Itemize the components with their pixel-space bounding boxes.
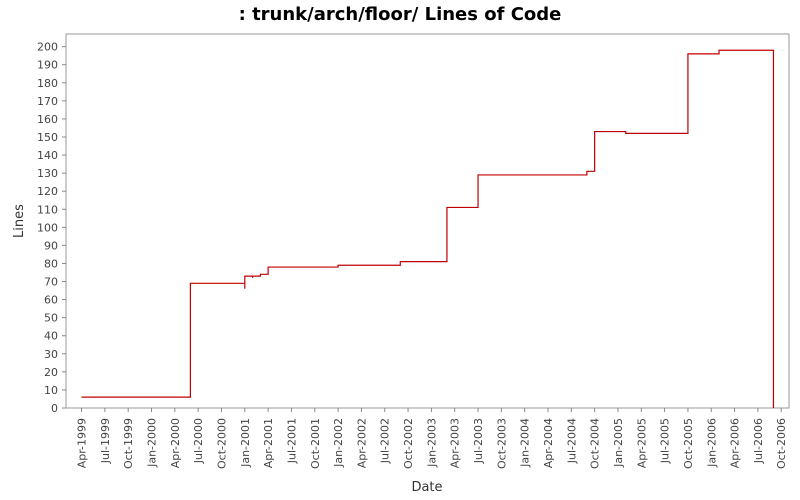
- x-tick-label: Apr-2003: [449, 418, 462, 468]
- y-tick-label: 10: [44, 384, 58, 397]
- y-tick-label: 170: [37, 95, 58, 108]
- x-tick-label: Jan-2005: [612, 418, 625, 468]
- x-tick-label: Oct-2004: [589, 418, 602, 469]
- x-tick-label: Apr-1999: [76, 418, 89, 468]
- y-tick-label: 60: [44, 294, 58, 307]
- y-tick-label: 110: [37, 203, 58, 216]
- x-tick-label: Apr-2002: [355, 418, 368, 468]
- x-tick-label: Apr-2004: [542, 418, 555, 468]
- y-tick-label: 130: [37, 167, 58, 180]
- y-tick-label: 190: [37, 59, 58, 72]
- x-tick-label: Jan-2003: [425, 418, 438, 468]
- x-tick-label: Jul-2002: [379, 418, 392, 464]
- y-tick-label: 120: [37, 185, 58, 198]
- x-tick-label: Oct-2002: [402, 418, 415, 469]
- x-tick-label: Jul-2004: [565, 418, 578, 464]
- x-tick-label: Jul-1999: [99, 418, 112, 464]
- x-tick-label: Oct-2001: [309, 418, 322, 469]
- chart-title: : trunk/arch/floor/ Lines of Code: [239, 4, 562, 25]
- y-tick-label: 0: [51, 402, 58, 415]
- x-tick-label: Jul-2001: [285, 418, 298, 464]
- x-tick-label: Apr-2006: [729, 418, 742, 468]
- x-tick-label: Apr-2001: [262, 418, 275, 468]
- x-tick-label: Jan-2001: [239, 418, 252, 468]
- x-tick-label: Jul-2006: [752, 418, 765, 464]
- x-tick-label: Jul-2003: [472, 418, 485, 464]
- plot-area: [65, 33, 790, 409]
- x-tick-label: Oct-2000: [215, 418, 228, 469]
- x-tick-label: Jul-2005: [659, 418, 672, 464]
- y-tick-label: 70: [44, 276, 58, 289]
- x-tick-label: Apr-2000: [169, 418, 182, 468]
- data-line: [81, 49, 775, 408]
- x-tick-label: Jul-2000: [192, 418, 205, 464]
- y-tick-label: 30: [44, 348, 58, 361]
- y-tick-label: 180: [37, 77, 58, 90]
- y-tick-label: 100: [37, 221, 58, 234]
- x-axis-title: Date: [411, 480, 442, 495]
- x-tick-label: Oct-2006: [775, 418, 788, 469]
- y-tick-label: 140: [37, 149, 58, 162]
- x-tick-label: Jan-2000: [146, 418, 159, 468]
- y-axis-title: Lines: [12, 204, 27, 238]
- y-tick-label: 50: [44, 312, 58, 325]
- x-tick-label: Oct-1999: [122, 418, 135, 469]
- y-tick-label: 90: [44, 239, 58, 252]
- y-tick-label: 200: [37, 41, 58, 54]
- y-tick-label: 150: [37, 131, 58, 144]
- x-tick-label: Jan-2004: [519, 418, 532, 468]
- x-tick-label: Apr-2005: [635, 418, 648, 468]
- x-tick-label: Jan-2006: [705, 418, 718, 468]
- y-tick-label: 20: [44, 366, 58, 379]
- y-tick-label: 40: [44, 330, 58, 343]
- y-tick-label: 80: [44, 257, 58, 270]
- y-tick-label: 160: [37, 113, 58, 126]
- x-tick-label: Oct-2005: [682, 418, 695, 469]
- x-tick-label: Oct-2003: [495, 418, 508, 469]
- x-tick-label: Jan-2002: [332, 418, 345, 468]
